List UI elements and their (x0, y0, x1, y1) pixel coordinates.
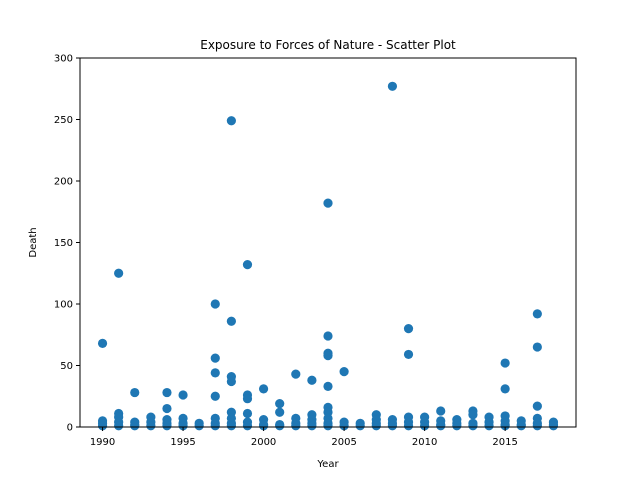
data-point (532, 342, 542, 352)
data-point (275, 421, 285, 431)
data-point (226, 421, 236, 431)
data-point (210, 421, 220, 431)
data-point (194, 421, 204, 431)
data-point (258, 384, 269, 394)
data-point (146, 421, 156, 431)
x-tick-label: 2000 (251, 437, 276, 448)
data-point (532, 309, 542, 319)
y-tick-label: 300 (54, 54, 73, 65)
data-point (403, 349, 414, 360)
data-point (307, 375, 317, 385)
y-tick-label: 150 (54, 238, 73, 249)
data-point (500, 384, 510, 394)
data-point (178, 390, 188, 400)
data-point (532, 401, 542, 411)
x-tick-label: 1990 (90, 437, 115, 448)
data-point (114, 268, 124, 278)
data-point (355, 421, 365, 431)
data-point (403, 324, 414, 334)
points-layer (97, 81, 559, 431)
data-point (226, 116, 236, 126)
data-point (275, 399, 285, 409)
y-tick-label: 0 (67, 423, 73, 434)
data-point (436, 406, 446, 416)
chart-title: Exposure to Forces of Nature - Scatter P… (200, 38, 456, 52)
data-point (162, 421, 172, 431)
data-point (339, 421, 349, 431)
data-point (162, 387, 172, 398)
data-point (468, 421, 478, 431)
data-point (436, 421, 446, 431)
y-axis-ticks: 0 50 100 150 200 250 300 (54, 54, 80, 434)
data-point (242, 260, 253, 270)
data-point (323, 198, 333, 208)
data-point (420, 421, 430, 431)
data-point (516, 421, 526, 431)
data-point (339, 367, 349, 377)
data-point (97, 338, 108, 348)
data-point (548, 421, 559, 431)
data-point (210, 391, 220, 401)
data-point (226, 316, 236, 326)
y-tick-label: 50 (60, 361, 73, 372)
data-point (114, 421, 124, 431)
data-point (484, 421, 494, 431)
data-point (291, 369, 301, 379)
data-point (307, 421, 317, 431)
y-axis-label: Death (28, 227, 39, 257)
x-tick-label: 2015 (492, 437, 517, 448)
data-point (242, 421, 253, 431)
data-point (210, 299, 220, 309)
data-point (226, 376, 236, 387)
x-axis-label: Year (316, 459, 339, 470)
data-point (387, 421, 398, 431)
data-point (500, 421, 510, 431)
data-point (323, 381, 333, 392)
data-point (210, 353, 220, 363)
data-point (258, 421, 269, 431)
data-point (323, 421, 333, 431)
data-point (291, 421, 301, 431)
data-point (130, 387, 140, 398)
y-tick-label: 100 (54, 300, 73, 311)
data-point (371, 421, 381, 431)
data-point (130, 421, 140, 431)
y-tick-label: 200 (54, 177, 73, 188)
data-point (452, 421, 462, 431)
data-point (210, 368, 220, 378)
x-tick-label: 1995 (170, 437, 195, 448)
data-point (387, 81, 398, 91)
data-point (97, 421, 108, 431)
data-point (323, 351, 333, 361)
y-tick-label: 250 (54, 115, 73, 126)
x-tick-label: 2010 (412, 437, 437, 448)
data-point (500, 358, 510, 368)
data-point (468, 410, 478, 420)
data-point (242, 394, 253, 404)
data-point (162, 403, 172, 414)
data-point (242, 408, 253, 419)
data-point (403, 421, 414, 431)
data-point (323, 331, 333, 341)
data-point (275, 407, 285, 417)
x-tick-label: 2005 (331, 437, 356, 448)
data-point (532, 421, 542, 431)
x-axis-ticks: 1990 1995 2000 2005 2010 2015 (90, 427, 518, 448)
data-point (178, 421, 188, 431)
